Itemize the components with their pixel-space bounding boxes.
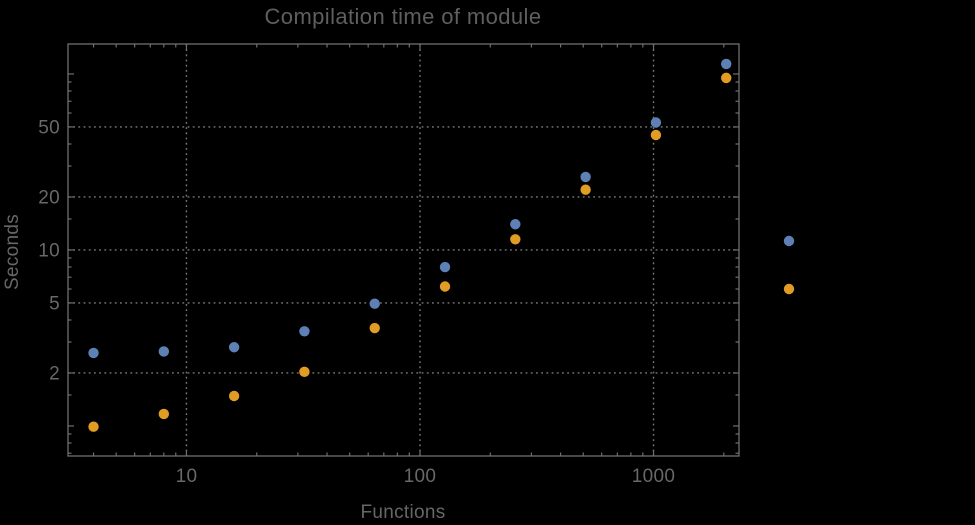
legend-marker-icon bbox=[783, 283, 795, 295]
legend-marker-icon bbox=[783, 235, 795, 247]
data-point-series-2 bbox=[721, 72, 732, 84]
data-point-series-1 bbox=[299, 326, 310, 337]
data-point-series-1 bbox=[158, 346, 170, 357]
y-tick-label: 50 bbox=[38, 117, 60, 138]
y-tick-label: 5 bbox=[49, 293, 60, 314]
data-point-series-1 bbox=[228, 342, 240, 353]
x-axis-label: Functions bbox=[360, 502, 446, 523]
x-tick-label: 100 bbox=[404, 466, 437, 487]
plot-frame bbox=[67, 43, 740, 457]
x-tick-label: 10 bbox=[176, 466, 198, 487]
y-tick-label: 10 bbox=[38, 240, 60, 261]
data-point-series-2 bbox=[88, 421, 99, 432]
data-point-series-2 bbox=[299, 366, 310, 378]
data-point-series-2 bbox=[369, 322, 380, 334]
data-point-series-1 bbox=[721, 58, 732, 70]
data-point-series-2 bbox=[510, 234, 521, 245]
data-point-series-2 bbox=[650, 129, 662, 141]
chart-title: Compilation time of module bbox=[264, 4, 542, 29]
data-point-series-1 bbox=[510, 219, 521, 230]
y-tick-label: 20 bbox=[38, 187, 60, 208]
data-point-series-1 bbox=[439, 261, 451, 273]
x-tick-label: 1000 bbox=[632, 466, 675, 487]
data-point-series-2 bbox=[158, 408, 170, 420]
data-point-series-1 bbox=[650, 117, 662, 128]
data-point-series-1 bbox=[88, 347, 99, 359]
data-point-series-1 bbox=[369, 298, 380, 309]
data-point-series-2 bbox=[580, 184, 591, 195]
data-point-series-2 bbox=[439, 281, 451, 292]
y-tick-label: 2 bbox=[49, 363, 60, 384]
data-point-series-2 bbox=[228, 390, 240, 402]
data-point-series-1 bbox=[580, 171, 591, 183]
